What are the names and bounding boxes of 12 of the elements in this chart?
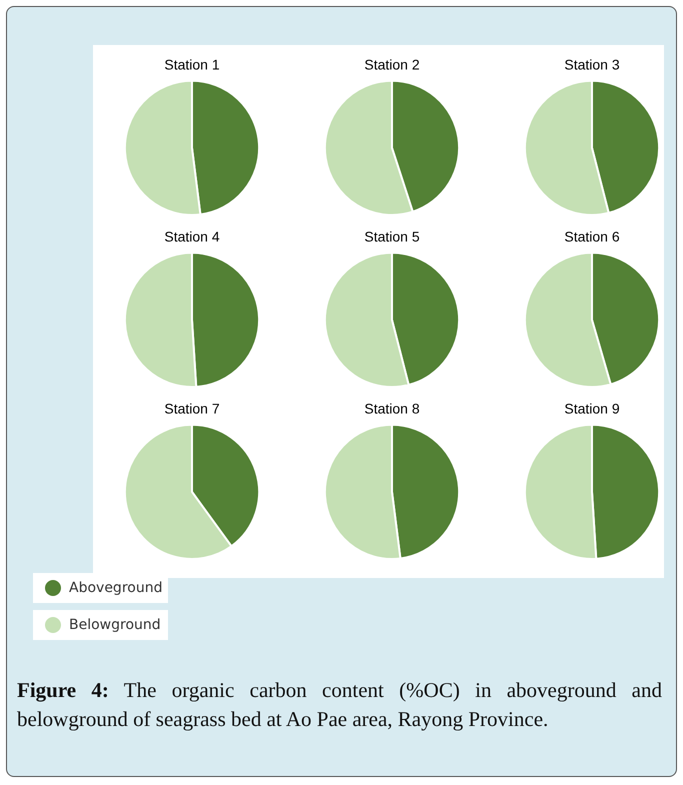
chart-title: Station 9: [564, 400, 620, 416]
legend-label: Belowground: [69, 617, 161, 633]
chart-title: Station 3: [564, 56, 620, 72]
chart-title: Station 1: [164, 56, 220, 72]
chart-title: Station 6: [564, 228, 620, 244]
chart-title: Station 7: [164, 400, 220, 416]
chart-title: Station 4: [164, 228, 220, 244]
chart-title: Station 8: [364, 400, 420, 416]
caption: Figure 4: The organic carbon content (%OC) in aboveground and belowground of seagrass bed at Ao Pae area, Rayong Province.: [17, 677, 662, 733]
legend-label: Aboveground: [69, 580, 162, 596]
chart-title: Station 2: [364, 56, 420, 72]
chart-title: Station 5: [364, 228, 420, 244]
